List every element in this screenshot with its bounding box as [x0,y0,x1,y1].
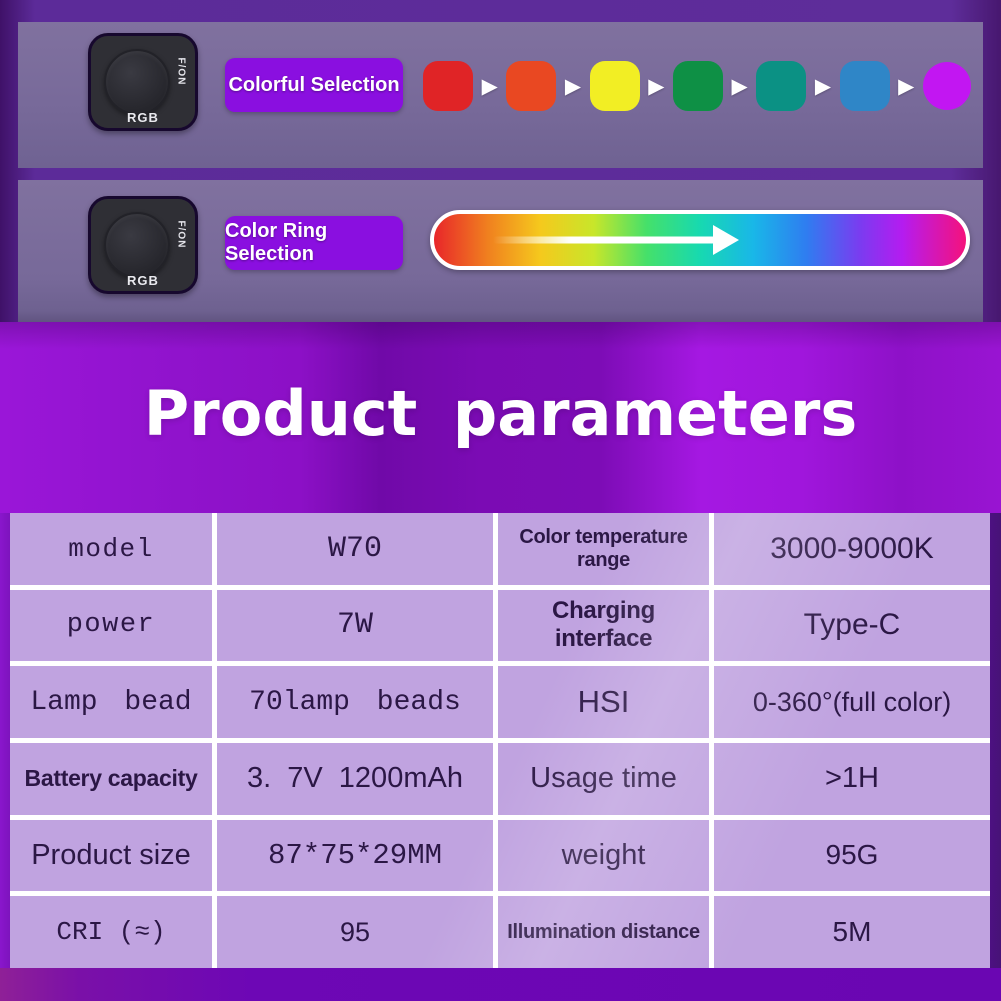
device-rgb-label: RGB [127,110,159,125]
device-knob [104,49,170,115]
arrow-right-icon: ▶ [814,73,831,98]
color-ring-selection-badge: Color Ring Selection [225,216,403,270]
rainbow-arrow-icon [492,236,716,244]
spec-value-product-size: 87*75*29MM [217,819,493,892]
spec-value-power: 7W [217,589,493,662]
device-power-label: F/ON [175,57,187,86]
color-swatch-yellow [589,61,640,111]
spec-label-color-temperature-range: Color temperature range [498,513,709,585]
page-title: Product parameters [143,377,858,450]
title-background [0,322,1001,513]
arrow-right-icon: ▶ [648,73,665,98]
arrow-right-icon: ▶ [481,73,498,98]
spec-label-lamp-bead: Lamp bead [10,666,212,738]
spec-value-battery-capacity: 3. 7V 1200mAh [217,742,493,815]
color-swatch-green [672,61,723,111]
spec-label-power: power [10,589,212,662]
color-swatch-blue [839,61,890,111]
rgb-device-thumbnail: F/ON RGB [88,196,198,294]
color-swatch-magenta [922,62,971,110]
banner-color-ring-selection: F/ON RGB Color Ring Selection [18,180,983,322]
spec-value-color-temperature-range: 3000-9000K [714,513,990,585]
spec-label-product-size: Product size [10,819,212,892]
rgb-device-thumbnail: F/ON RGB [88,33,198,131]
spec-value-hsi: 0-360°(full color) [714,666,990,738]
colorful-selection-badge: Colorful Selection [225,58,403,112]
spec-value-usage-time: >1H [714,742,990,815]
color-swatch-teal [756,61,807,111]
spec-label-model: model [10,513,212,585]
arrow-right-icon: ▶ [898,73,915,98]
spec-label-illumination-distance: Illumination distance [498,896,709,968]
rainbow-arrowhead-icon [713,225,740,255]
color-swatch-row: ▶ ▶ ▶ ▶ ▶ ▶ [423,58,971,114]
spec-label-weight: weight [498,819,709,892]
device-power-label: F/ON [175,220,187,249]
spec-label-usage-time: Usage time [498,742,709,815]
banner-colorful-selection: F/ON RGB Colorful Selection ▶ ▶ ▶ ▶ ▶ ▶ [18,22,983,168]
spec-label-battery-capacity: Battery capacity [10,742,212,815]
device-rgb-label: RGB [127,273,159,288]
spec-label-hsi: HSI [498,666,709,738]
bottom-bar [0,968,1001,1001]
spec-label-cri: CRI (≈) [10,896,212,968]
color-swatch-red [423,61,473,111]
spec-value-illumination-distance: 5M [714,896,990,968]
device-knob [104,212,170,278]
spec-label-charging-interface: Charging interface [498,589,709,662]
spec-value-lamp-bead: 70lamp beads [217,666,493,738]
spec-value-weight: 95G [714,819,990,892]
arrow-right-icon: ▶ [731,73,748,98]
spec-value-charging-interface: Type-C [714,589,990,662]
color-swatch-orange [506,61,557,111]
arrow-right-icon: ▶ [564,73,582,98]
rainbow-gradient-bar [430,210,970,270]
spec-table: model W70 Color temperature range 3000-9… [10,513,990,968]
spec-value-cri: 95 [217,896,493,968]
spec-value-model: W70 [217,513,493,585]
